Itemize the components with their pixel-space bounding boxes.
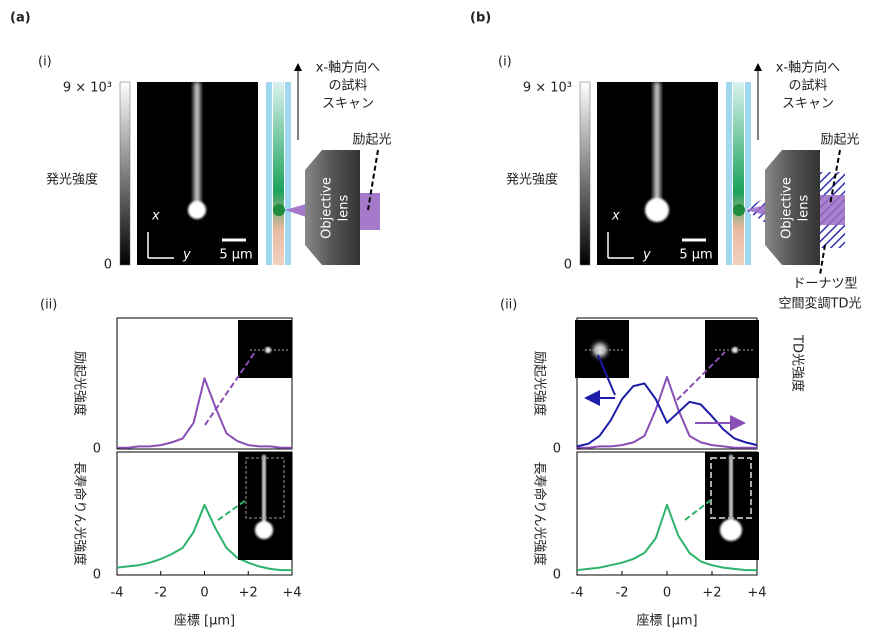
subpanel-label: (i): [498, 55, 512, 70]
td-label: 空間変調TD光: [779, 296, 862, 312]
scale-label: 5 μm: [219, 248, 252, 263]
axis-x: x: [151, 209, 160, 224]
y-axis-label: 長寿命りん光強度: [72, 461, 88, 565]
colorbar-max: 9 × 10³: [523, 81, 572, 96]
x-tick-label: +2: [239, 586, 258, 601]
colorbar: [580, 82, 590, 265]
y-tick-label: 0: [93, 442, 101, 457]
pointer: [820, 245, 825, 275]
scan-label: の試料: [328, 78, 367, 94]
streak: [654, 82, 660, 212]
slide: [266, 82, 272, 265]
insets: [205, 320, 759, 560]
x-tick-label: -2: [616, 586, 629, 601]
x-tick-label: 0: [200, 586, 208, 601]
x-tick-label: -2: [154, 586, 167, 601]
subpanel-label: (i): [38, 55, 52, 70]
scan-label: x-軸方向へ: [316, 60, 380, 76]
figure: (a) (i) 9 × 10³ 0 発光強度 x y 5 μm Objectiv…: [0, 0, 881, 634]
spot: [645, 198, 669, 222]
lens-label: lens: [337, 194, 352, 221]
inset: [705, 320, 759, 378]
x-tick-label: +4: [282, 586, 301, 601]
x-tick-label: +4: [747, 586, 766, 601]
x-tick-label: -4: [111, 586, 124, 601]
data-line: [577, 384, 757, 447]
slide: [285, 82, 291, 265]
inset-spot: [255, 521, 273, 539]
excitation-label: 励起光: [820, 133, 859, 148]
subpanel-label: (ii): [40, 298, 57, 313]
lens-label: Objective: [780, 177, 795, 239]
axis-x: x: [611, 209, 620, 224]
data-line: [117, 378, 292, 447]
x-axis-label: 座標 [μm]: [636, 614, 697, 629]
streak: [194, 82, 200, 212]
sample: [273, 82, 284, 265]
y-axis-label: 励起光強度: [532, 351, 548, 416]
scan-label: スキャン: [322, 97, 374, 112]
y-axis-label: 励起光強度: [72, 351, 88, 416]
colorbar-min: 0: [104, 258, 112, 273]
inset-spot: [593, 343, 607, 357]
y-tick-label: 0: [553, 442, 561, 457]
colorbar-title: 発光強度: [506, 172, 558, 188]
lens-label: Objective: [320, 177, 335, 239]
inset-spot: [720, 519, 742, 541]
panel-label: (b): [470, 11, 491, 26]
sample: [733, 82, 744, 265]
panel-a-image: (a) (i) 9 × 10³ 0 発光強度 x y 5 μm Objectiv…: [10, 11, 392, 313]
y-tick-label: 0: [93, 568, 101, 583]
x-tick-label: -4: [571, 586, 584, 601]
lens-label: lens: [797, 194, 812, 221]
spot: [188, 201, 206, 219]
data-line: [577, 377, 757, 448]
sample-spot: [273, 204, 285, 216]
scan-label: スキャン: [782, 97, 834, 112]
axis-y: y: [182, 248, 191, 263]
inset-streak: [262, 455, 266, 525]
colorbar-title: 発光強度: [46, 172, 98, 188]
excitation-label: 励起光: [352, 133, 391, 148]
x-tick-label: 0: [663, 586, 671, 601]
colorbar: [120, 82, 130, 265]
scan-label: x-軸方向へ: [776, 60, 840, 76]
colorbar-min: 0: [564, 258, 572, 273]
colorbar-max: 9 × 10³: [63, 81, 112, 96]
panel-label: (a): [10, 11, 31, 26]
panel-b-image: (b) (i) 9 × 10³ 0 発光強度 x y 5 μm Objectiv…: [470, 11, 861, 313]
sample-spot: [733, 204, 745, 216]
x-axis-label: 座標 [μm]: [174, 614, 235, 629]
y-axis-label: 長寿命りん光強度: [532, 461, 548, 565]
slide: [745, 82, 751, 265]
axis-y: y: [642, 248, 651, 263]
y2-axis-label: TD光強度: [790, 334, 806, 392]
y-tick-label: 0: [553, 568, 561, 583]
inset-streak: [729, 455, 733, 525]
slide: [726, 82, 732, 265]
scan-label: の試料: [788, 78, 827, 94]
connector: [205, 352, 255, 425]
x-tick-label: +2: [702, 586, 721, 601]
td-label: ドーナツ型: [792, 277, 857, 292]
scale-label: 5 μm: [679, 248, 712, 263]
subpanel-label: (ii): [500, 298, 517, 313]
inset: [238, 320, 292, 378]
